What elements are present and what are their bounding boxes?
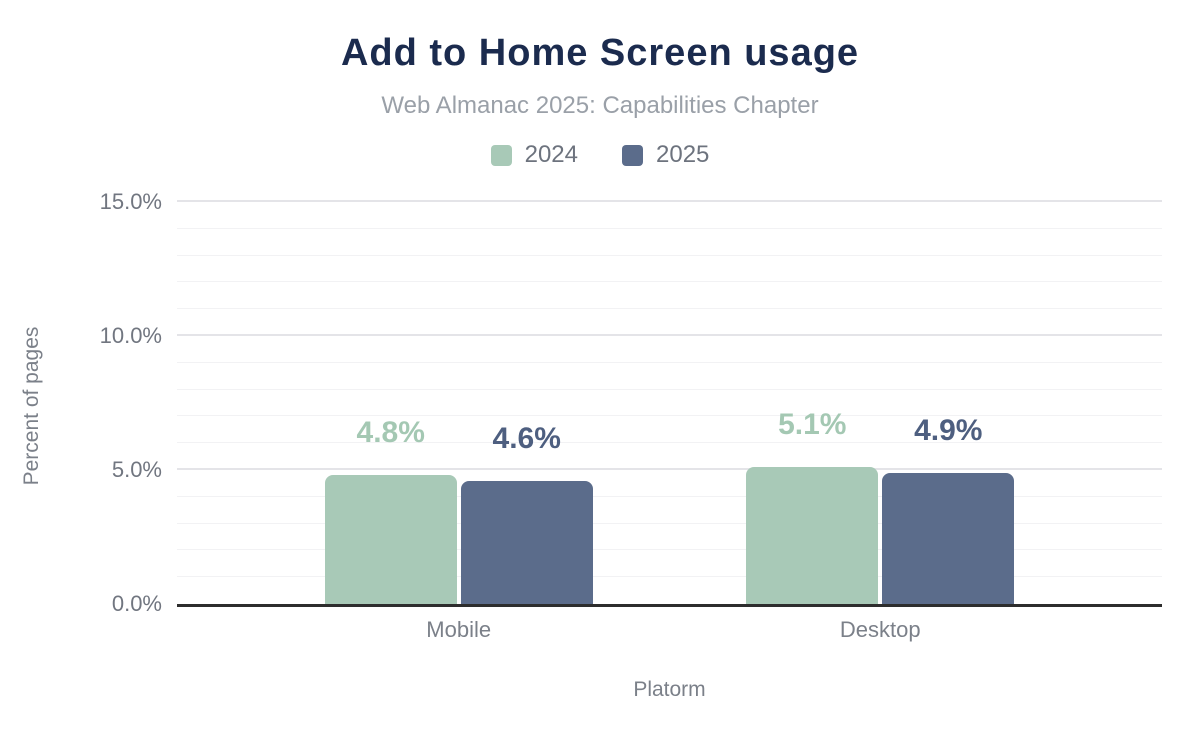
x-axis-title: Platorm — [633, 678, 706, 701]
legend-item-2025: 2025 — [622, 141, 709, 169]
gridline — [177, 495, 1162, 497]
bar-mobile-2025: 4.6% — [460, 423, 593, 604]
bar-group-mobile: 4.8% 4.6% — [324, 418, 593, 604]
x-category-label-desktop: Desktop — [839, 617, 921, 642]
bar-group-desktop: 5.1% 4.9% — [746, 410, 1015, 604]
x-category-label-mobile: Mobile — [426, 617, 492, 642]
legend-label: 2024 — [524, 141, 578, 168]
bar-rect — [882, 472, 1015, 604]
y-tick-label: 5.0% — [111, 457, 162, 482]
bar-value-label: 5.1% — [778, 408, 847, 442]
legend-swatch-icon — [622, 144, 643, 166]
y-axis-title: Percent of pages — [20, 326, 43, 486]
bar-value-label: 4.6% — [492, 421, 561, 455]
gridline — [177, 361, 1162, 363]
gridline — [177, 308, 1162, 310]
bar-mobile-2024: 4.8% — [324, 418, 457, 604]
bar-value-label: 4.9% — [914, 413, 983, 447]
gridline — [177, 468, 1162, 470]
legend: 2024 2025 — [0, 141, 1200, 169]
y-tick-label: 10.0% — [99, 323, 162, 348]
gridline — [177, 227, 1162, 229]
gridline — [177, 388, 1162, 390]
gridline — [177, 334, 1162, 336]
legend-item-2024: 2024 — [490, 141, 578, 169]
gridline — [177, 442, 1162, 444]
y-tick-label: 0.0% — [111, 591, 162, 616]
gridline — [177, 522, 1162, 524]
gridline — [177, 200, 1162, 202]
gridline — [177, 576, 1162, 578]
bar-rect — [324, 475, 457, 604]
y-tick-label: 15.0% — [99, 189, 162, 214]
bar-rect — [746, 467, 879, 604]
gridline — [177, 254, 1162, 256]
gridline — [177, 549, 1162, 551]
bar-rect — [460, 480, 593, 604]
legend-swatch-icon — [490, 144, 512, 166]
bar-desktop-2024: 5.1% — [746, 410, 879, 604]
chart-subtitle: Web Almanac 2025: Capabilities Chapter — [381, 92, 819, 119]
gridline — [177, 281, 1162, 283]
plot-area: 0.0% 5.0% 10.0% 15.0% 4.8% 4.6% Mobile 5.1% 4.9%… — [100, 189, 1162, 642]
legend-label: 2025 — [656, 141, 710, 168]
chart-title: Add to Home Screen usage — [340, 32, 860, 74]
gridline — [177, 415, 1162, 417]
bar-desktop-2025: 4.9% — [882, 415, 1015, 604]
bar-value-label: 4.8% — [356, 416, 425, 450]
